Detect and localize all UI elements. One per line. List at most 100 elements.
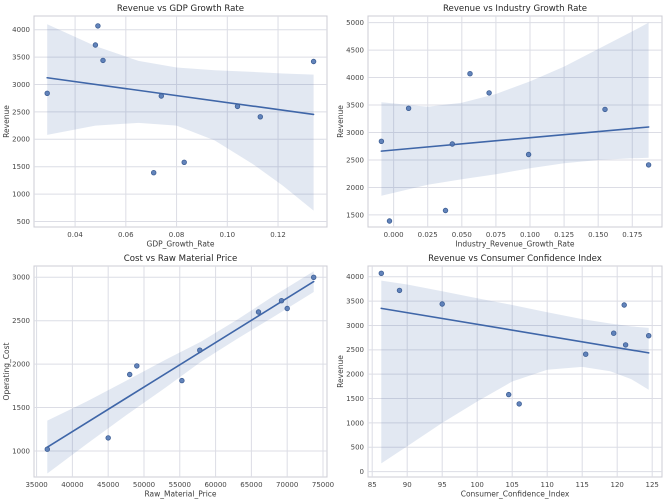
y-tick-label: 4000 xyxy=(12,26,30,34)
chart-title: Revenue vs GDP Growth Rate xyxy=(117,4,244,14)
y-tick-label: 1000 xyxy=(346,419,364,427)
x-tick-label: 0.04 xyxy=(67,231,83,239)
data-point xyxy=(310,58,317,65)
scatter-points xyxy=(378,70,652,224)
subplot-revenue-vs-industry: 0.000 0.025 0.050 0.075 0.100 0.125 0.150 0.175… xyxy=(334,0,669,250)
regression-line xyxy=(46,280,315,448)
data-point xyxy=(311,274,317,280)
data-point xyxy=(100,57,106,64)
y-axis-label: Revenue xyxy=(336,105,345,138)
data-point xyxy=(197,347,203,353)
data-point xyxy=(396,287,403,294)
data-point xyxy=(516,401,522,407)
x-tick-label: 90 xyxy=(403,481,412,489)
y-tick-label: 3500 xyxy=(346,298,364,306)
data-point xyxy=(622,342,629,348)
y-tick-label: 3500 xyxy=(346,101,364,109)
x-tick-label: 0.100 xyxy=(520,231,540,239)
x-tick-label: 0.175 xyxy=(622,231,642,239)
grid-lines xyxy=(368,16,662,227)
x-tick-label: 120 xyxy=(611,481,624,489)
tick-labels: 85 90 95 100 105 110 115 120 125 0 500 1000 1500 2000… xyxy=(346,273,659,489)
x-tick-label: 50000 xyxy=(133,481,155,489)
data-layer xyxy=(44,271,317,474)
plot-area xyxy=(33,265,328,478)
y-axis-label: Operating_Cost xyxy=(2,342,11,400)
x-tick-label: 0.000 xyxy=(384,231,404,239)
x-tick-label: 60000 xyxy=(204,481,226,489)
x-tick-label: 75000 xyxy=(312,481,334,489)
y-tick-label: 500 xyxy=(17,218,30,226)
x-tick-label: 0.075 xyxy=(486,231,506,239)
data-point xyxy=(105,435,111,441)
x-tick-label: 100 xyxy=(471,481,484,489)
data-point xyxy=(611,330,617,336)
x-axis-label: Consumer_Confidence_Index xyxy=(461,490,570,499)
x-tick-label: 0.125 xyxy=(554,231,574,239)
data-point xyxy=(525,151,532,158)
subplot-revenue-vs-gdp: 0.04 0.06 0.08 0.10 0.12 500 1000 1500 2000 2500 3… xyxy=(0,0,334,250)
y-tick-label: 1000 xyxy=(12,447,30,455)
confidence-band xyxy=(381,280,649,464)
y-tick-label: 2000 xyxy=(346,184,364,192)
x-axis-label: Raw_Material_Price xyxy=(144,490,216,499)
x-axis-label: Industry_Revenue_Growth_Rate xyxy=(455,240,574,249)
data-point xyxy=(505,391,512,398)
y-tick-label: 2500 xyxy=(346,346,364,354)
data-point xyxy=(602,106,608,113)
y-axis-label: Revenue xyxy=(2,105,11,138)
data-point xyxy=(126,371,133,378)
data-point xyxy=(378,138,385,144)
tick-labels: 0.04 0.06 0.08 0.10 0.12 500 1000 1500 2000 2500 3… xyxy=(12,26,286,239)
x-tick-label: 125 xyxy=(646,481,659,489)
data-point xyxy=(257,114,263,120)
data-point xyxy=(378,270,384,276)
regression-line xyxy=(46,76,315,116)
data-point xyxy=(234,103,241,110)
subplot-cost-vs-raw-material: 35000 40000 45000 50000 55000 60000 65000 70000… xyxy=(0,250,334,500)
x-tick-label: 0.08 xyxy=(169,231,185,239)
x-tick-label: 55000 xyxy=(169,481,191,489)
y-tick-label: 2500 xyxy=(12,108,30,116)
y-axis-label: Revenue xyxy=(336,355,345,388)
data-point xyxy=(582,351,589,357)
x-tick-label: 95 xyxy=(438,481,447,489)
data-layer xyxy=(378,22,652,224)
y-tick-label: 1000 xyxy=(12,191,30,199)
x-tick-label: 65000 xyxy=(240,481,262,489)
y-tick-label: 2500 xyxy=(346,156,364,164)
data-point xyxy=(442,207,449,214)
chart-title: Revenue vs Consumer Confidence Index xyxy=(428,254,602,264)
y-tick-label: 500 xyxy=(351,444,364,452)
data-point xyxy=(284,305,290,312)
x-tick-label: 85 xyxy=(368,481,377,489)
data-point xyxy=(646,332,652,339)
data-point xyxy=(92,42,99,48)
y-tick-label: 2500 xyxy=(12,317,30,325)
data-point xyxy=(150,169,157,176)
data-point xyxy=(278,298,285,304)
y-tick-label: 2000 xyxy=(346,371,364,379)
data-point xyxy=(439,301,445,307)
x-tick-label: 0.150 xyxy=(588,231,608,239)
data-point xyxy=(179,377,185,384)
data-point xyxy=(95,23,101,29)
grid-lines xyxy=(368,266,662,477)
x-axis-label: GDP_Growth_Rate xyxy=(147,240,215,249)
data-point xyxy=(386,218,393,224)
y-tick-label: 4000 xyxy=(346,74,364,82)
y-tick-label: 5000 xyxy=(346,19,364,27)
data-point xyxy=(44,446,50,452)
data-point xyxy=(486,90,492,96)
y-tick-label: 0 xyxy=(360,468,364,476)
y-tick-label: 1500 xyxy=(346,395,364,403)
data-layer xyxy=(378,270,652,464)
y-tick-label: 4000 xyxy=(346,273,364,281)
y-tick-label: 3000 xyxy=(346,322,364,330)
y-tick-label: 3000 xyxy=(12,274,30,282)
grid-lines xyxy=(34,16,327,227)
data-point xyxy=(181,159,187,165)
chart-title: Cost vs Raw Material Price xyxy=(124,254,238,264)
x-tick-label: 0.10 xyxy=(220,231,236,239)
y-tick-label: 2000 xyxy=(12,136,30,144)
